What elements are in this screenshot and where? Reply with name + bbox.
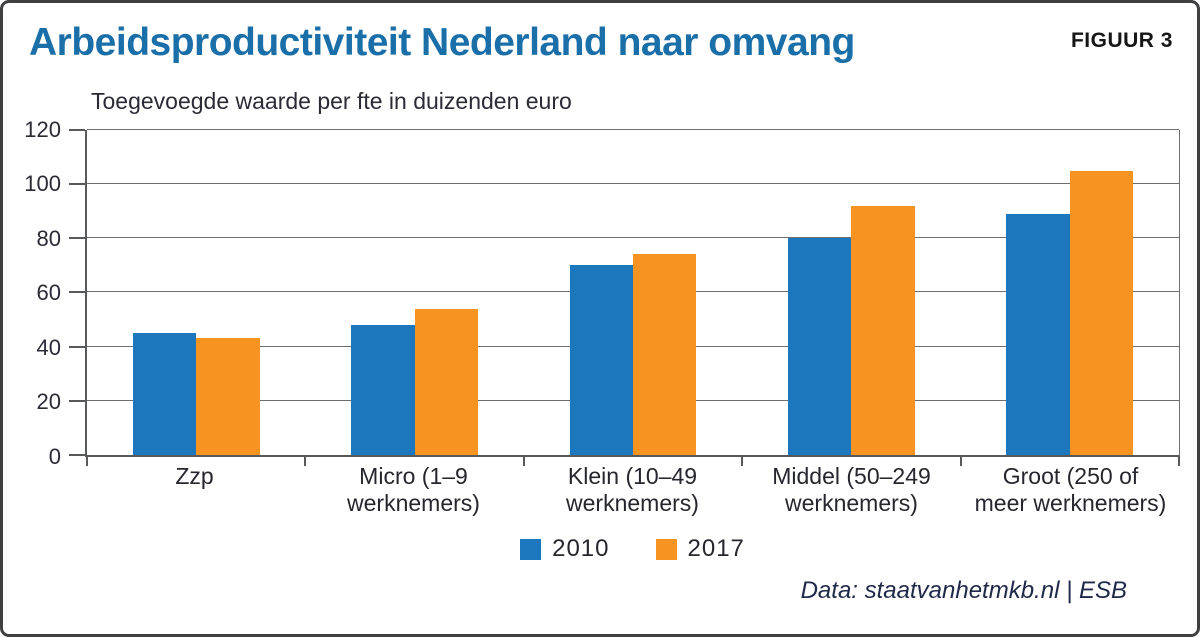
x-label-1: Zzp bbox=[175, 462, 214, 489]
legend-item-2010: 2010 bbox=[520, 535, 609, 563]
plot-area bbox=[69, 128, 1180, 466]
legend-item-2017: 2017 bbox=[655, 535, 745, 563]
x-label-4: Middel (50–249 werknemers) bbox=[772, 462, 931, 517]
bar-group-4 bbox=[742, 130, 960, 455]
bar-group-3 bbox=[524, 130, 742, 455]
x-label-5: Groot (250 of meer werknemers) bbox=[974, 462, 1167, 517]
bar-2010-category-3 bbox=[569, 265, 633, 455]
figure-number-label: FIGUUR 3 bbox=[1070, 29, 1173, 52]
bar-2017-category-3 bbox=[632, 254, 697, 455]
x-axis-tick-3 bbox=[741, 456, 744, 466]
legend-swatch-2010 bbox=[520, 538, 542, 560]
x-axis-tick-5 bbox=[1178, 456, 1180, 466]
y-tick-40 bbox=[69, 345, 85, 348]
chart-area: 0 20 40 60 80 100 120 bbox=[3, 117, 1180, 469]
y-tick-20 bbox=[69, 399, 85, 402]
x-axis-tick-1 bbox=[304, 456, 307, 466]
bar-group-2 bbox=[305, 130, 523, 455]
gridline-80 bbox=[87, 237, 1179, 239]
x-axis-tick-2 bbox=[522, 456, 525, 466]
bar-2010-category-4 bbox=[788, 238, 852, 455]
y-tick-label-40: 40 bbox=[36, 334, 61, 360]
data-source: Data: staatvanhetmkb.nl | ESB bbox=[800, 577, 1127, 605]
y-tick-label-120: 120 bbox=[24, 116, 61, 142]
bar-2017-category-4 bbox=[851, 205, 915, 455]
x-label-2: Micro (1–9 werknemers) bbox=[347, 462, 480, 517]
y-tick-label-60: 60 bbox=[36, 280, 61, 306]
y-tick-label-80: 80 bbox=[36, 225, 61, 251]
gridline-100 bbox=[87, 183, 1179, 185]
bar-2017-category-5 bbox=[1069, 170, 1134, 455]
legend-label-2017: 2017 bbox=[687, 535, 745, 563]
bar-2010-category-5 bbox=[1006, 213, 1070, 455]
chart-subtitle: Toegevoegde waarde per fte in duizenden … bbox=[91, 87, 572, 114]
x-axis-labels: Zzp Micro (1–9 werknemers) Klein (10–49 werk… bbox=[85, 463, 1180, 518]
bar-2017-category-1 bbox=[196, 338, 260, 455]
y-axis: 0 20 40 60 80 100 120 bbox=[3, 117, 85, 469]
bar-group-1 bbox=[87, 130, 305, 455]
chart-title: Arbeidsproductiviteit Nederland naar omv… bbox=[29, 21, 855, 64]
y-tick-100 bbox=[69, 183, 85, 186]
y-tick-0 bbox=[69, 453, 85, 456]
bar-2010-category-2 bbox=[351, 324, 415, 455]
bar-2010-category-1 bbox=[132, 333, 197, 455]
y-tick-80 bbox=[69, 237, 85, 240]
bar-group-5 bbox=[961, 130, 1179, 455]
x-axis-tick-0 bbox=[86, 456, 88, 466]
legend-label-2010: 2010 bbox=[552, 535, 610, 563]
y-tick-120 bbox=[69, 128, 85, 131]
bar-2017-category-2 bbox=[414, 308, 478, 455]
gridline-120 bbox=[87, 128, 1179, 130]
x-label-3: Klein (10–49 werknemers) bbox=[566, 462, 699, 517]
legend-swatch-2017 bbox=[655, 538, 677, 560]
header: Arbeidsproductiviteit Nederland naar omv… bbox=[3, 3, 1197, 65]
x-axis-tick-4 bbox=[959, 456, 962, 466]
y-tick-label-100: 100 bbox=[24, 171, 61, 197]
legend: 2010 2017 bbox=[85, 535, 1180, 563]
y-tick-label-20: 20 bbox=[36, 389, 61, 415]
y-tick-label-0: 0 bbox=[48, 443, 61, 469]
y-tick-60 bbox=[69, 291, 85, 294]
